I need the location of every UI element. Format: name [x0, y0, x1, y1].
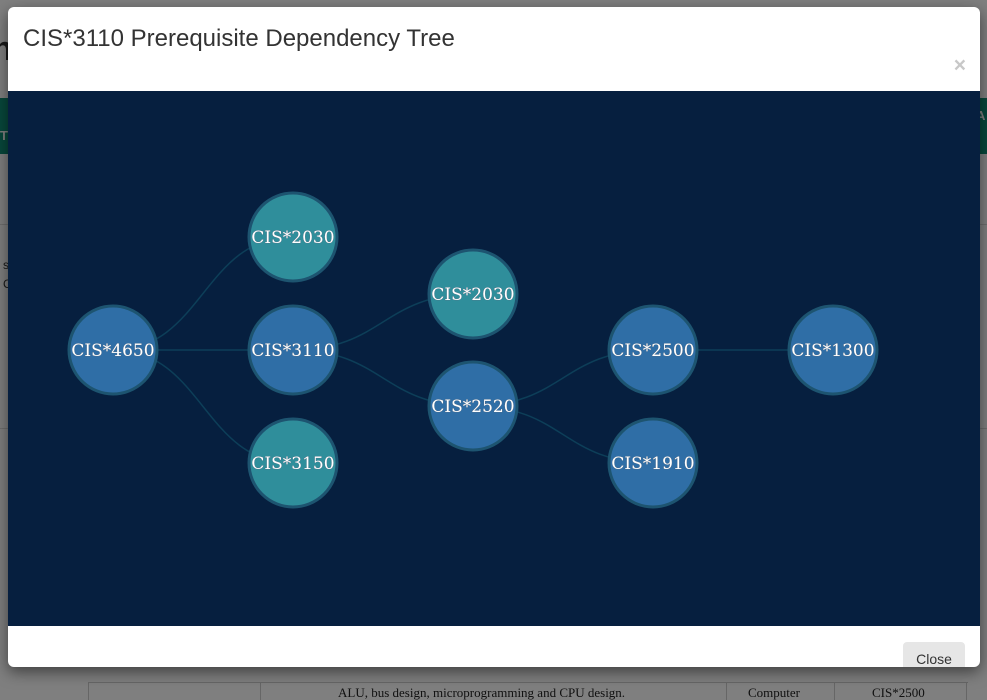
- graph-node-circle[interactable]: [787, 304, 879, 396]
- graph-node-label: CIS*2030: [431, 285, 514, 305]
- graph-node[interactable]: CIS*3110: [247, 304, 339, 396]
- graph-node[interactable]: CIS*4650: [67, 304, 159, 396]
- close-button[interactable]: Close: [903, 642, 965, 667]
- close-icon[interactable]: ×: [953, 54, 966, 77]
- graph-node-label: CIS*1910: [611, 454, 694, 474]
- modal-footer: Close: [8, 626, 980, 667]
- graph-node-label: CIS*4650: [71, 341, 154, 361]
- prerequisite-tree-modal: CIS*3110 Prerequisite Dependency Tree × …: [8, 7, 980, 667]
- modal-title: CIS*3110 Prerequisite Dependency Tree: [23, 25, 455, 52]
- graph-node[interactable]: CIS*2500: [607, 304, 699, 396]
- graph-node[interactable]: CIS*1910: [607, 417, 699, 509]
- graph-node-label: CIS*1300: [791, 341, 874, 361]
- graph-node-label: CIS*2520: [431, 397, 514, 417]
- dependency-graph: CIS*4650 CIS*2030 CIS*3110 CIS*3150 CIS*2030…: [8, 91, 980, 626]
- graph-node[interactable]: CIS*3150: [247, 417, 339, 509]
- graph-node-circle[interactable]: [247, 417, 339, 509]
- graph-node[interactable]: CIS*2030: [427, 248, 519, 340]
- graph-node-circle[interactable]: [427, 248, 519, 340]
- graph-node[interactable]: CIS*2520: [427, 360, 519, 452]
- graph-node[interactable]: CIS*1300: [787, 304, 879, 396]
- graph-node-circle[interactable]: [67, 304, 159, 396]
- graph-node-circle[interactable]: [247, 191, 339, 283]
- graph-node-circle[interactable]: [607, 304, 699, 396]
- graph-canvas: CIS*4650 CIS*2030 CIS*3110 CIS*3150 CIS*2030…: [67, 191, 879, 509]
- graph-node-label: CIS*3150: [251, 454, 334, 474]
- graph-node-circle[interactable]: [427, 360, 519, 452]
- graph-node[interactable]: CIS*2030: [247, 191, 339, 283]
- graph-node-circle[interactable]: [607, 417, 699, 509]
- graph-node-label: CIS*2030: [251, 228, 334, 248]
- graph-node-label: CIS*2500: [611, 341, 694, 361]
- graph-node-label: CIS*3110: [251, 341, 334, 361]
- modal-header: CIS*3110 Prerequisite Dependency Tree ×: [8, 7, 980, 92]
- graph-node-circle[interactable]: [247, 304, 339, 396]
